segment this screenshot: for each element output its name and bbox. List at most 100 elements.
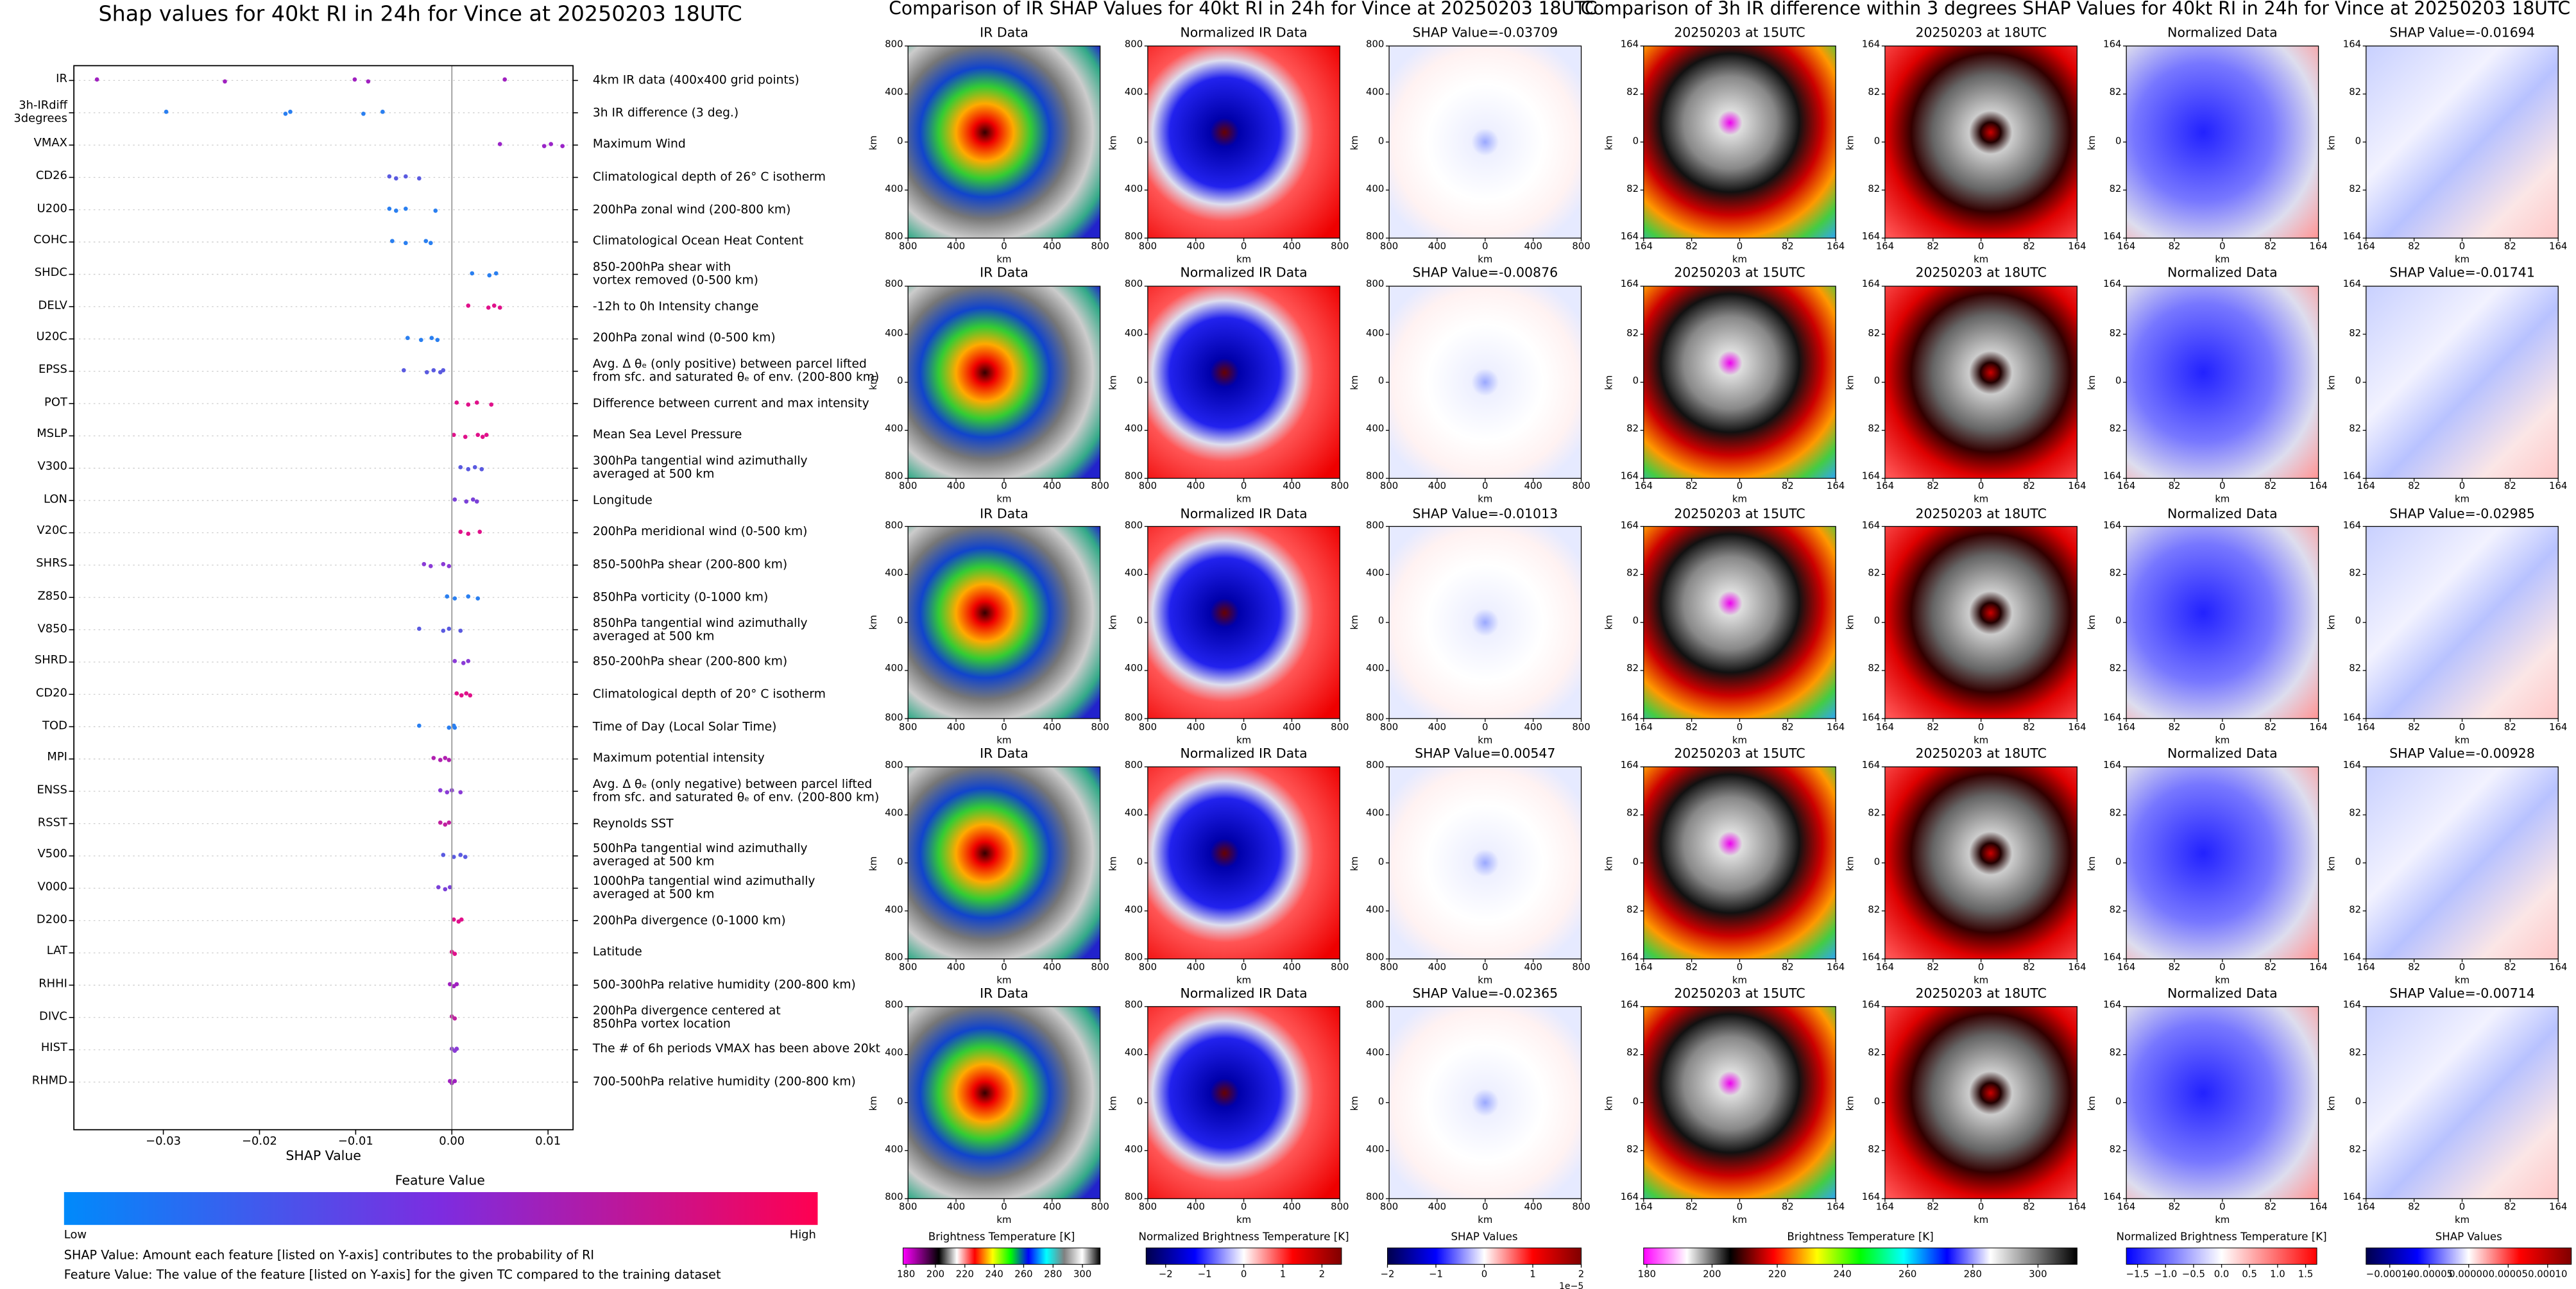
feature-label: IR	[56, 72, 67, 86]
y-tick-label: 164	[2103, 1001, 2122, 1011]
x-axis-label: km	[1236, 496, 1252, 506]
shap-point	[435, 337, 440, 343]
colorbar-tick-label: 300	[2029, 1270, 2047, 1281]
image-panel	[1884, 767, 2077, 959]
x-tick-label: 164	[2117, 243, 2136, 253]
x-axis-label: km	[1478, 255, 1493, 266]
image-panel	[2366, 767, 2559, 959]
x-axis-label: km	[1478, 496, 1493, 506]
image-panel	[2126, 46, 2319, 239]
feature-label: 3h-IRdiff 3degrees	[13, 98, 67, 124]
y-axis-label: km	[1847, 615, 1857, 630]
shap-point	[475, 432, 481, 438]
shap-point	[394, 209, 398, 213]
x-axis-label: km	[2454, 255, 2470, 266]
x-tick-label: 82	[1927, 243, 1940, 253]
colorbar-tick-label: 220	[1768, 1270, 1787, 1281]
x-tick-label: 0	[2459, 722, 2466, 733]
y-tick-label: 0	[2355, 1097, 2362, 1107]
x-axis-label: km	[2215, 736, 2230, 746]
feature-label: LON	[44, 492, 67, 506]
y-tick-label: 82	[2349, 329, 2362, 339]
y-tick-label: 164	[2342, 280, 2362, 291]
x-tick-label: 400	[946, 482, 966, 493]
shap-point	[445, 594, 450, 599]
colorbar-tick-label: 280	[1044, 1270, 1062, 1281]
feature-description: 850-200hPa shear (200-800 km)	[592, 653, 788, 669]
image-panel	[1643, 526, 1836, 719]
x-tick-label: 164	[2309, 482, 2328, 493]
shap-point	[452, 497, 457, 502]
y-tick-label: 0	[2115, 1097, 2122, 1107]
shap-point	[164, 109, 169, 114]
x-tick-label: 800	[1379, 722, 1399, 733]
feature-label: CD20	[35, 686, 67, 700]
x-tick-label: 0	[1736, 722, 1743, 733]
x-tick-label: 400	[1428, 243, 1447, 253]
panel-title: 20250203 at 18UTC	[1915, 25, 2047, 40]
x-tick-label: 400	[1428, 1203, 1447, 1213]
feature-description: 850hPa tangential wind azimuthally avera…	[592, 615, 808, 643]
x-tick-label: 400	[1524, 963, 1542, 973]
y-tick-label: 164	[1620, 761, 1639, 772]
shap-point	[486, 305, 491, 310]
x-tick-label: 164	[2117, 722, 2136, 733]
feature-description: -12h to 0h Intensity change	[592, 298, 759, 313]
panel-title: IR Data	[980, 746, 1028, 762]
y-tick-label: 400	[885, 809, 903, 820]
panel-title: 20250203 at 15UTC	[1674, 266, 1805, 281]
y-tick-label: 164	[2342, 713, 2362, 723]
y-tick-label: 800	[1366, 473, 1385, 483]
colorbar-title: Feature Value	[395, 1173, 485, 1188]
y-tick-label: 0	[897, 857, 903, 867]
image-panel	[2366, 46, 2559, 239]
y-tick-label: 800	[885, 1001, 903, 1011]
y-tick-label: 800	[885, 280, 903, 291]
x-tick-label: 800	[1331, 722, 1349, 733]
shap-point	[463, 855, 468, 859]
x-tick-label: 82	[1927, 963, 1940, 973]
shap-point	[466, 303, 471, 308]
y-tick-label: 400	[1124, 1049, 1143, 1059]
x-tick-label: 400	[1043, 1203, 1061, 1213]
x-axis-label: km	[2215, 1216, 2230, 1227]
shap-point	[416, 176, 422, 181]
y-tick-label: 82	[2109, 1049, 2122, 1059]
y-tick-label: 400	[885, 184, 903, 195]
y-tick-label: 400	[1124, 89, 1143, 99]
shap-point	[447, 820, 452, 825]
y-tick-label: 82	[1626, 329, 1639, 339]
colorbar-tick-label: 1.0	[2270, 1270, 2285, 1281]
x-tick-label: 164	[2068, 1203, 2086, 1213]
shap-point	[497, 142, 502, 146]
colorbar-tick-label: −1.5	[2126, 1270, 2149, 1281]
x-tick-label: 0	[1736, 243, 1743, 253]
x-tick-label: 164	[2117, 1203, 2136, 1213]
shap-point	[443, 756, 448, 760]
feature-description: 500-300hPa relative humidity (200-800 km…	[592, 977, 856, 992]
shap-point	[458, 790, 463, 795]
y-tick-label: 82	[1626, 809, 1639, 820]
y-tick-label: 0	[1632, 1097, 1639, 1107]
feature-label: V850	[37, 621, 67, 635]
x-tick-label: 0	[2459, 243, 2466, 253]
feature-description: 4km IR data (400x400 grid points)	[592, 72, 799, 87]
image-panel	[1643, 286, 1836, 479]
y-axis-label: km	[2328, 375, 2338, 390]
y-axis-label: km	[1109, 375, 1120, 390]
x-axis-label: km	[1478, 977, 1493, 987]
y-axis-label: km	[2328, 855, 2338, 871]
x-tick-label: 400	[1186, 243, 1205, 253]
x-tick-label: 800	[1091, 722, 1109, 733]
y-axis-label: km	[1605, 855, 1616, 871]
y-tick-label: 164	[2103, 713, 2122, 723]
x-axis-label: km	[2215, 496, 2230, 506]
panel-title: IR Data	[980, 266, 1028, 281]
x-tick-label: 164	[2068, 963, 2086, 973]
x-tick-label: 82	[2264, 963, 2277, 973]
x-tick-label: 164	[2549, 243, 2568, 253]
y-tick-label: 164	[1620, 953, 1639, 964]
x-axis-label: km	[1478, 1216, 1493, 1227]
x-tick-label: 0	[2459, 1203, 2466, 1213]
